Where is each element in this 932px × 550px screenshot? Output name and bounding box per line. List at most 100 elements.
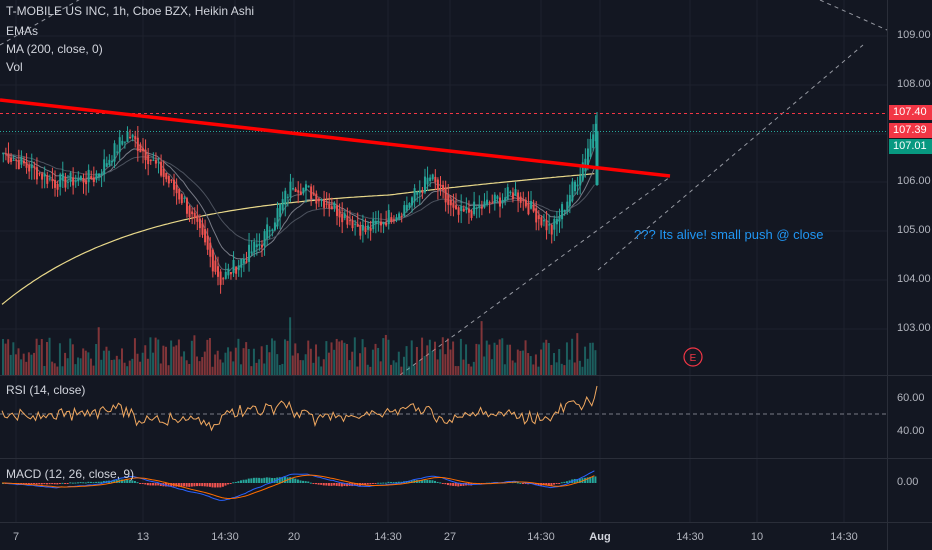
candle-body — [537, 215, 540, 220]
volume-bar — [379, 361, 382, 375]
earnings-marker-icon — [683, 347, 703, 367]
macd-histogram-bar — [25, 483, 28, 484]
macd-histogram-bar — [258, 477, 261, 483]
macd-histogram-bar — [167, 483, 170, 487]
macd-histogram-bar — [289, 477, 292, 483]
volume-bar — [162, 345, 165, 375]
macd-histogram-bar — [250, 478, 253, 483]
candle-body — [509, 191, 512, 194]
candle-body — [141, 148, 144, 152]
volume-bar — [110, 359, 113, 375]
volume-bar — [74, 364, 77, 375]
macd-histogram-bar — [382, 482, 385, 484]
macd-histogram-bar — [423, 480, 426, 483]
volume-bar — [188, 363, 191, 375]
macd-histogram-bar — [521, 483, 524, 484]
volume-bar — [558, 349, 561, 375]
symbol-legend[interactable]: T-MOBILE US INC, 1h, Cboe BZX, Heikin As… — [6, 4, 255, 18]
candle-body — [423, 176, 426, 193]
volume-bar — [113, 359, 116, 375]
candle-body — [147, 154, 150, 165]
candle-body — [260, 244, 263, 248]
macd-histogram-bar — [227, 483, 230, 485]
candle-body — [550, 224, 553, 235]
volume-bar — [542, 342, 545, 375]
macd-histogram-bar — [441, 483, 444, 484]
candle-body — [56, 183, 59, 190]
macd-histogram-bar — [591, 476, 594, 483]
volume-legend[interactable]: Vol — [6, 60, 23, 74]
candle-body — [273, 222, 276, 231]
macd-legend[interactable]: MACD (12, 26, close, 9) — [6, 467, 135, 481]
candle-body — [183, 197, 186, 199]
volume-bar — [369, 366, 372, 375]
candle-body — [426, 177, 429, 185]
candle-body — [17, 160, 20, 170]
macd-histogram-bar — [346, 483, 349, 487]
macd-histogram-bar — [71, 482, 74, 484]
volume-bar — [190, 340, 193, 375]
macd-histogram-bar — [563, 481, 566, 483]
candle-body — [87, 169, 90, 183]
macd-histogram-bar — [131, 480, 134, 483]
volume-bar — [382, 338, 385, 375]
macd-histogram-bar — [436, 481, 439, 483]
rsi-legend[interactable]: RSI (14, close) — [6, 383, 86, 397]
volume-bar — [586, 358, 589, 375]
price-axis-label: 104.00 — [897, 273, 931, 285]
volume-bar — [177, 339, 180, 375]
macd-histogram-bar — [294, 478, 297, 483]
volume-bar — [330, 342, 333, 375]
candle-body — [524, 199, 527, 207]
volume-bar — [77, 357, 80, 375]
macd-histogram-bar — [307, 481, 310, 483]
macd-histogram-bar — [100, 481, 103, 483]
volume-bar — [534, 354, 537, 375]
volume-bar — [545, 339, 548, 375]
macd-histogram-bar — [472, 483, 475, 485]
volume-bar — [108, 350, 111, 375]
macd-histogram-bar — [89, 481, 92, 483]
volume-bar — [227, 347, 230, 375]
candle-body — [372, 218, 375, 230]
macd-histogram-bar — [183, 483, 186, 487]
candle-body — [535, 208, 538, 223]
macd-histogram-bar — [263, 477, 266, 483]
candle-body — [35, 167, 38, 180]
volume-bar — [327, 352, 330, 375]
macd-histogram-bar — [234, 481, 237, 483]
volume-bar — [529, 356, 532, 375]
volume-bar — [229, 351, 232, 375]
volume-bar — [118, 359, 121, 375]
candle-body — [359, 225, 362, 236]
ma200-legend[interactable]: MA (200, close, 0) — [6, 42, 103, 56]
volume-bar — [560, 363, 563, 375]
volume-bar — [467, 363, 470, 375]
volume-bar — [219, 359, 222, 375]
time-axis-label: 27 — [443, 531, 457, 543]
macd-histogram-bar — [361, 483, 364, 486]
candle-body — [30, 164, 33, 169]
volume-bar — [519, 350, 522, 375]
macd-histogram-bar — [164, 483, 167, 487]
volume-bar — [340, 340, 343, 375]
candle-body — [522, 199, 525, 201]
volume-bar — [136, 353, 139, 375]
candle-body — [304, 184, 307, 191]
volume-bar — [299, 360, 302, 375]
candle-body — [405, 204, 408, 211]
candle-body — [532, 204, 535, 212]
candle-body — [162, 168, 165, 177]
chart-annotation[interactable]: ??? Its alive! small push @ close — [634, 227, 824, 242]
candle-body — [266, 224, 269, 239]
macd-histogram-bar — [77, 482, 80, 484]
macd-histogram-bar — [296, 479, 299, 483]
candle-body — [20, 156, 23, 165]
volume-bar — [423, 355, 426, 375]
candle-body — [131, 134, 134, 138]
ema-legend[interactable]: EMAs — [6, 24, 39, 38]
volume-bar — [245, 342, 248, 375]
price-axis-label: 109.00 — [897, 29, 931, 41]
